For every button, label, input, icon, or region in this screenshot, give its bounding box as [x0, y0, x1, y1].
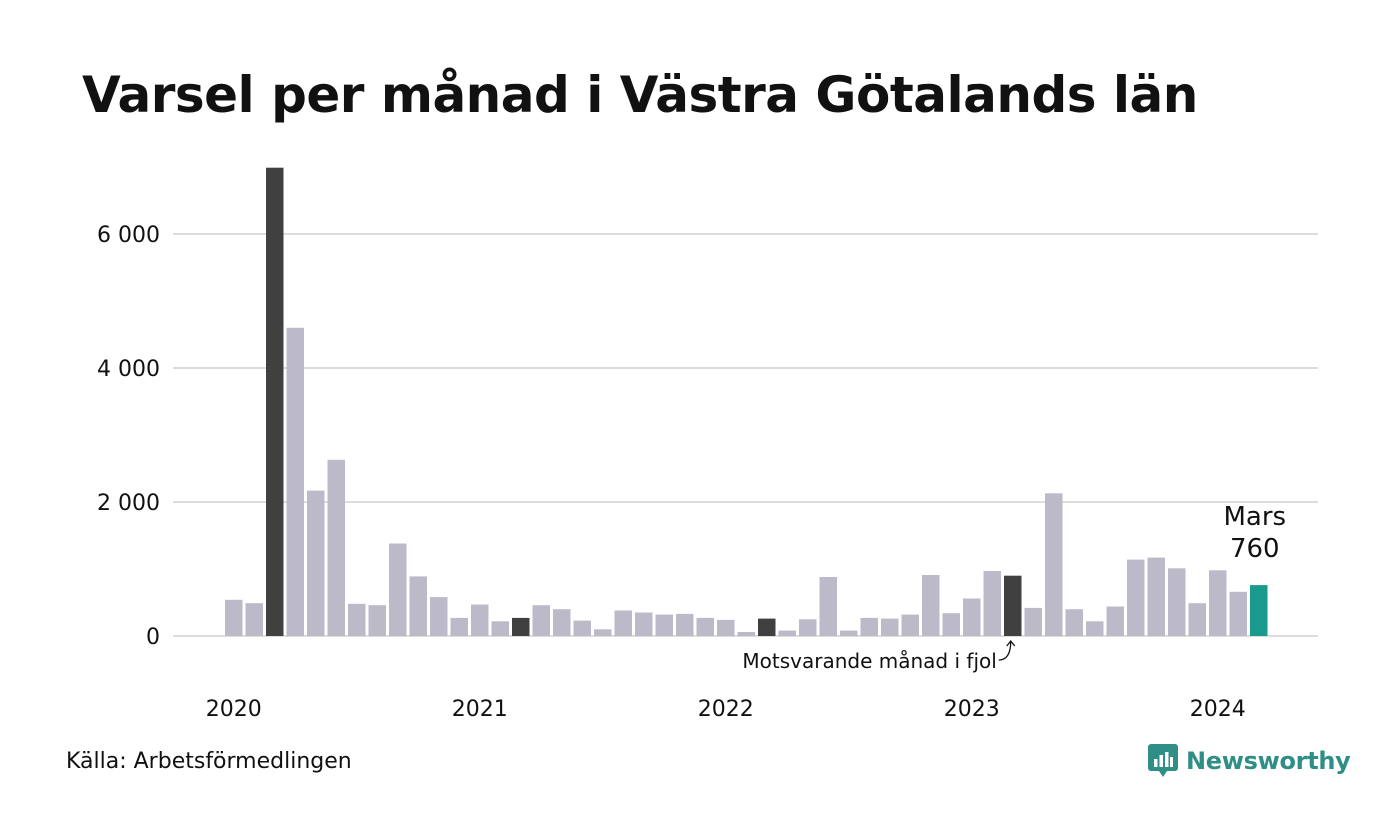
- x-tick-label: 2024: [1190, 697, 1246, 722]
- newsworthy-logo-icon: [1148, 744, 1178, 777]
- bar-2020-02: [245, 603, 263, 636]
- bar-2022-12: [942, 613, 960, 636]
- bar-2023-09: [1127, 559, 1145, 636]
- bar-2022-07: [840, 630, 858, 636]
- bar-2020-06: [327, 459, 345, 636]
- bar-2024-03: [1250, 585, 1268, 636]
- bar-2023-10: [1147, 557, 1165, 636]
- y-tick-label: 6 000: [97, 223, 160, 248]
- bar-2022-10: [901, 614, 919, 636]
- x-tick-label: 2022: [698, 697, 754, 722]
- current-value-label: 760: [1230, 534, 1280, 564]
- bar-2022-09: [881, 618, 899, 636]
- bar-2021-02: [491, 621, 509, 636]
- bar-2024-01: [1209, 570, 1227, 636]
- brand: Newsworthy: [1148, 744, 1351, 778]
- bar-2021-11: [676, 613, 694, 636]
- bar-2021-09: [635, 612, 653, 636]
- bar-2020-03: [266, 167, 284, 636]
- bar-2021-06: [573, 620, 591, 636]
- bar-2021-05: [553, 609, 571, 636]
- bar-2023-08: [1106, 606, 1124, 636]
- bar-2023-12: [1188, 603, 1206, 636]
- bar-2022-02: [737, 632, 755, 636]
- bar-2021-10: [655, 614, 673, 636]
- bar-2021-04: [532, 605, 550, 636]
- bar-2021-12: [696, 617, 714, 636]
- bar-2022-03: [758, 618, 776, 636]
- bar-2021-08: [614, 610, 632, 636]
- bar-2020-07: [348, 603, 366, 636]
- bar-2022-06: [819, 577, 837, 636]
- chart-title: Varsel per månad i Västra Götalands län: [82, 66, 1198, 124]
- bar-2020-08: [368, 605, 386, 636]
- bar-2023-02: [983, 571, 1001, 636]
- bar-2023-01: [963, 598, 981, 636]
- x-tick-label: 2020: [206, 697, 262, 722]
- current-month-label: Mars: [1223, 502, 1286, 532]
- bar-2020-12: [450, 617, 468, 636]
- last-year-arrowhead: [1006, 639, 1016, 647]
- bar-2021-07: [594, 629, 612, 636]
- bar-2023-11: [1168, 568, 1186, 636]
- bar-2022-08: [860, 617, 878, 636]
- bar-2020-10: [409, 576, 427, 636]
- x-axis: 2020 2021 2022 2023 2024: [206, 697, 1246, 722]
- y-axis: 0 2 000 4 000 6 000: [97, 223, 160, 650]
- bar-2020-01: [225, 599, 243, 636]
- bar-2022-01: [717, 619, 735, 636]
- bar-2024-02: [1229, 591, 1247, 636]
- bar-2021-01: [471, 604, 489, 636]
- x-tick-label: 2021: [452, 697, 508, 722]
- bar-2020-09: [389, 543, 407, 636]
- last-year-arrow: [998, 640, 1012, 661]
- bar-2022-05: [799, 619, 817, 637]
- bars: [225, 167, 1268, 637]
- bar-2020-11: [430, 597, 448, 636]
- last-year-label: Motsvarande månad i fjol: [742, 649, 996, 673]
- bar-2023-05: [1045, 493, 1063, 636]
- brand-name: Newsworthy: [1186, 747, 1351, 775]
- bar-2020-05: [307, 490, 325, 636]
- bar-2023-07: [1086, 621, 1104, 636]
- bar-2022-11: [922, 575, 940, 636]
- bar-2023-04: [1024, 607, 1042, 636]
- bar-2022-04: [778, 630, 796, 636]
- bar-2021-03: [512, 617, 530, 636]
- source-label: Källa: Arbetsförmedlingen: [66, 749, 352, 774]
- y-tick-label: 2 000: [97, 491, 160, 516]
- y-tick-label: 4 000: [97, 357, 160, 382]
- bar-2023-03: [1004, 575, 1022, 636]
- bar-2020-04: [286, 327, 304, 636]
- y-tick-label: 0: [146, 625, 160, 650]
- x-tick-label: 2023: [944, 697, 1000, 722]
- bar-2023-06: [1065, 609, 1083, 636]
